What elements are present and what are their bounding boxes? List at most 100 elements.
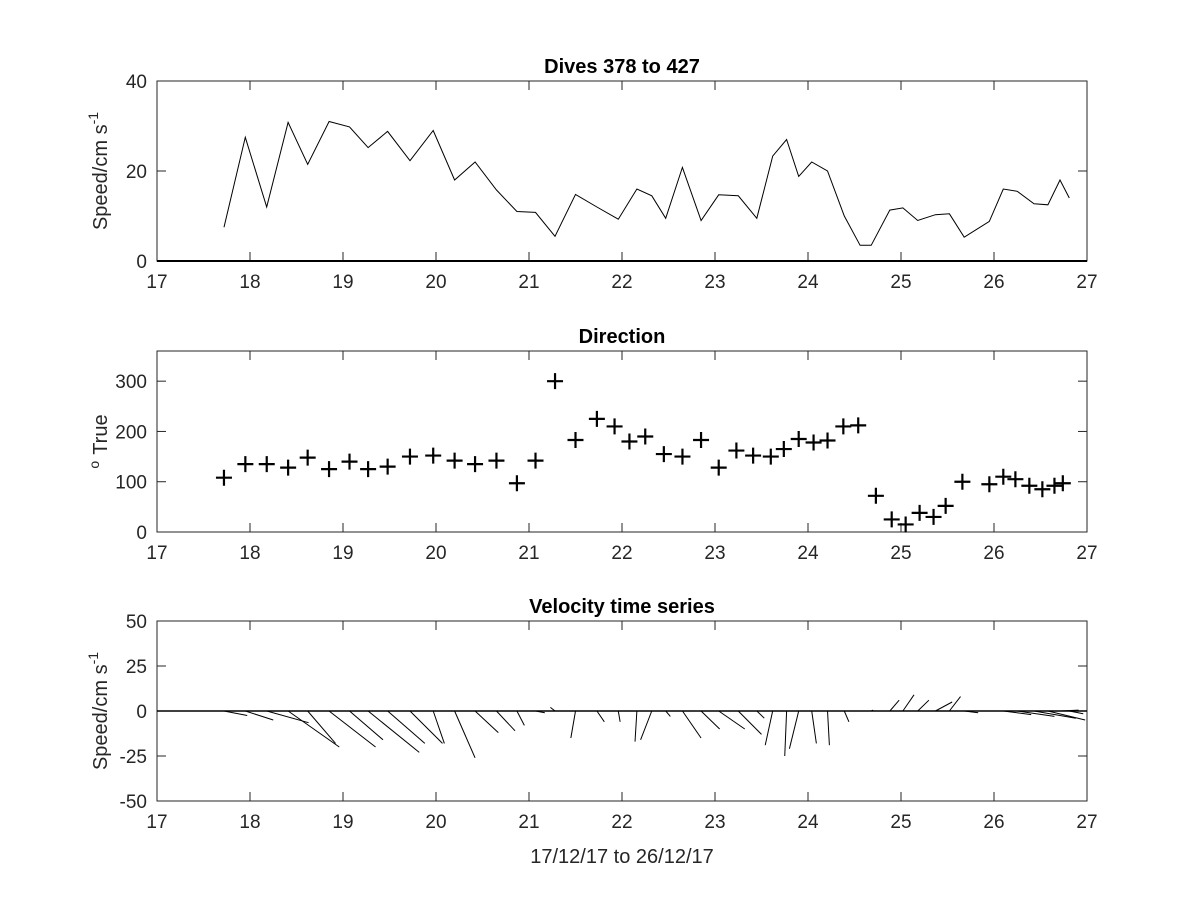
panel1-xtick-label: 27 bbox=[1076, 272, 1097, 293]
panel3-xtick-label: 18 bbox=[239, 812, 260, 833]
panel2-direction-marker bbox=[1046, 477, 1063, 494]
panel2-ytick-label: 200 bbox=[115, 422, 147, 443]
panel1-ylabel-sup: -1 bbox=[85, 112, 101, 125]
panel3-velocity-stick bbox=[287, 710, 340, 748]
panel2-direction-marker bbox=[835, 418, 852, 435]
panel2-direction-marker bbox=[379, 458, 396, 475]
panel3-velocity-stick bbox=[665, 710, 671, 717]
panel2-direction-marker bbox=[637, 428, 654, 445]
panel3-velocity-stick bbox=[454, 710, 476, 759]
panel2-ytick-label: 300 bbox=[115, 372, 147, 393]
panel3-velocity-stick bbox=[307, 710, 336, 744]
panel2-direction-marker bbox=[995, 468, 1012, 485]
panel2-direction-marker bbox=[299, 449, 316, 466]
panel3-ylabel: Speed/cm s-1 bbox=[85, 652, 112, 770]
panel2-xtick-label: 22 bbox=[611, 543, 632, 564]
panel3-xtick-label: 19 bbox=[332, 812, 353, 833]
panel3-xtick-label: 24 bbox=[797, 812, 819, 833]
panel3-ytick-label: 0 bbox=[136, 702, 147, 723]
panel1-axes-box bbox=[156, 80, 1088, 262]
panel3-velocity-stick bbox=[764, 710, 774, 746]
panel3-velocity-stick bbox=[432, 710, 445, 744]
panel3-xtick-label: 23 bbox=[704, 812, 725, 833]
panel2-direction-marker bbox=[790, 430, 807, 447]
panel2-xtick-label: 25 bbox=[890, 543, 911, 564]
panel3-xtick-label: 27 bbox=[1076, 812, 1097, 833]
panel2-direction-marker bbox=[937, 497, 954, 514]
panel3-xtick-label: 21 bbox=[518, 812, 539, 833]
panel3-velocity-stick bbox=[570, 710, 576, 739]
panel3-xtick-label: 20 bbox=[425, 812, 446, 833]
panel2-direction-marker bbox=[547, 373, 564, 390]
panel3-velocity-stick bbox=[596, 710, 605, 723]
panel3-velocity-stick bbox=[496, 710, 516, 732]
panel2-direction-marker bbox=[588, 410, 605, 427]
panel3-velocity-stick bbox=[550, 707, 556, 712]
panel3-xtick-label: 26 bbox=[983, 812, 1004, 833]
panel2-xtick-label: 20 bbox=[425, 543, 446, 564]
panel3-velocity-stick bbox=[634, 710, 638, 742]
panel2-xtick-label: 26 bbox=[983, 543, 1004, 564]
panel3-ytick-label: 25 bbox=[126, 657, 147, 678]
panel2-direction-marker bbox=[911, 504, 928, 521]
panel2-direction-marker bbox=[1021, 477, 1038, 494]
panel2-direction-marker bbox=[897, 516, 914, 533]
panel2-direction-marker bbox=[850, 417, 867, 434]
panel2-direction-marker bbox=[710, 459, 727, 476]
panel3-ylabel-sup: -1 bbox=[85, 652, 101, 665]
panel1: 17 18 19 20 21 22 23 24 25 26 27 0 20 40 Dives 378 to … bbox=[85, 56, 1098, 293]
panel2-direction-marker bbox=[954, 473, 971, 490]
panel2-direction-marker bbox=[527, 452, 544, 469]
panel2-direction-marker bbox=[883, 511, 900, 528]
panel3-velocity-stick bbox=[1017, 710, 1055, 717]
panel2-direction-marker bbox=[1007, 471, 1024, 488]
panel3-velocity-stick bbox=[811, 710, 817, 744]
panel1-ytick-label: 20 bbox=[126, 162, 147, 183]
panel2-direction-marker bbox=[655, 446, 672, 463]
panel2-direction-marker bbox=[321, 461, 338, 478]
panel1-speed-line bbox=[223, 120, 1070, 246]
panel1-xtick-label: 26 bbox=[983, 272, 1004, 293]
panel3-velocity-stick bbox=[964, 710, 979, 714]
panel2-direction-marker bbox=[867, 487, 884, 504]
panel2-direction-marker bbox=[775, 441, 792, 458]
panel2-xtick-label: 17 bbox=[146, 543, 167, 564]
panel3-velocity-stick bbox=[516, 710, 525, 726]
panel1-xtick-label: 22 bbox=[611, 272, 632, 293]
panel2-ytick-label: 0 bbox=[136, 523, 147, 544]
panel3-velocity-stick bbox=[474, 710, 499, 733]
panel3-velocity-stick bbox=[349, 710, 384, 741]
panel1-ytick-label: 40 bbox=[126, 72, 147, 93]
panel2-direction-marker bbox=[693, 431, 710, 448]
panel2-xtick-label: 21 bbox=[518, 543, 539, 564]
panel3-velocity-stick bbox=[784, 710, 788, 757]
panel2-ylabel-main: True bbox=[90, 414, 112, 454]
panel2-direction-marker bbox=[508, 475, 525, 492]
panel3-velocity-stick bbox=[1047, 710, 1086, 721]
panel3-xtick-label: 25 bbox=[890, 812, 911, 833]
panel1-xtick-label: 20 bbox=[425, 272, 446, 293]
panel2-direction-marker bbox=[981, 476, 998, 493]
panel1-ytick-label: 0 bbox=[136, 252, 147, 273]
panel3: 17 18 19 20 21 22 23 24 25 26 27 -50 -25 0 25 50 Velocit… bbox=[85, 596, 1098, 868]
panel3-velocity-stick bbox=[718, 710, 746, 730]
panel3-velocity-stick bbox=[737, 710, 762, 735]
panel2-xtick-label: 27 bbox=[1076, 543, 1097, 564]
panel2-direction-marker bbox=[215, 469, 232, 486]
panel2-direction-marker bbox=[567, 431, 584, 448]
panel3-velocity-stick bbox=[788, 710, 800, 749]
panel1-xtick-label: 23 bbox=[704, 272, 725, 293]
panel3-velocity-stick bbox=[1069, 710, 1084, 715]
panel3-velocity-stick bbox=[871, 709, 874, 712]
panel3-velocity-stick bbox=[409, 710, 443, 744]
panel3-velocity-stick bbox=[700, 710, 720, 730]
panel2-ylabel-sup: o bbox=[86, 461, 102, 469]
panel1-xtick-label: 24 bbox=[797, 272, 819, 293]
panel3-xtick-label: 17 bbox=[146, 812, 167, 833]
panel3-velocity-stick bbox=[948, 696, 961, 712]
panel2-xtick-label: 18 bbox=[239, 543, 260, 564]
panel3-velocity-stick bbox=[245, 710, 274, 721]
panel1-xtick-label: 18 bbox=[239, 272, 260, 293]
panel1-xtick-label: 25 bbox=[890, 272, 911, 293]
